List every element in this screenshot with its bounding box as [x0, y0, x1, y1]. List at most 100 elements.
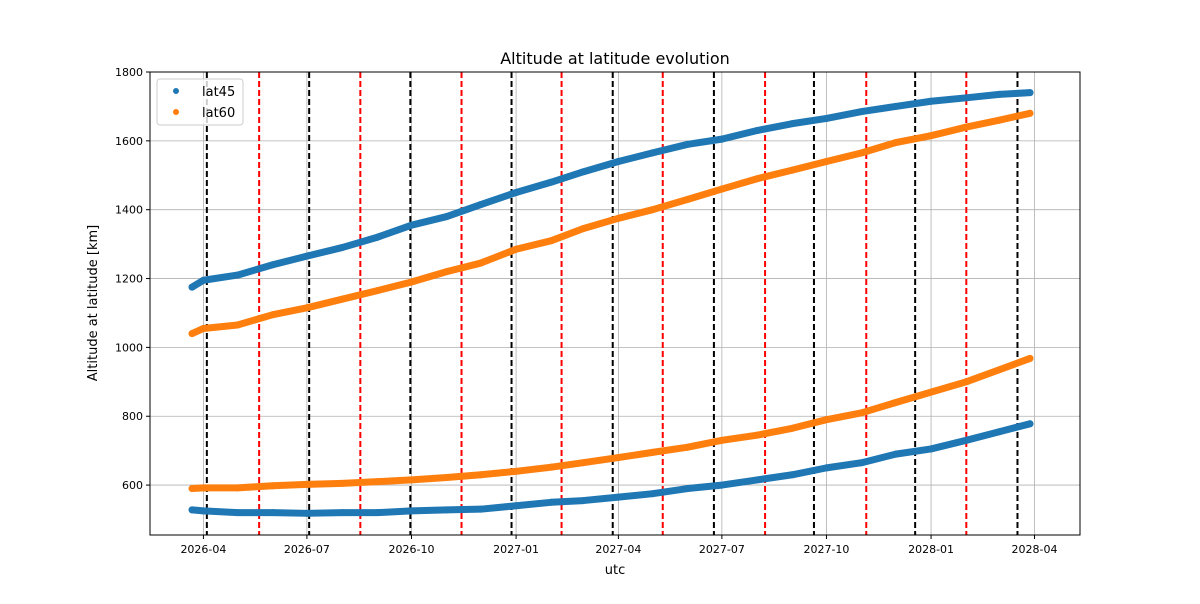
data-point-lat60	[822, 158, 830, 166]
legend: lat45 lat60	[156, 78, 244, 126]
data-point-lat60	[477, 259, 485, 267]
data-point-lat60	[927, 388, 935, 396]
data-point-lat60	[512, 245, 520, 253]
data-point-lat45	[303, 252, 311, 260]
x-tick-label: 2026-10	[389, 543, 435, 556]
data-point-lat45	[443, 213, 451, 221]
data-point-lat45	[477, 201, 485, 209]
x-tick-label: 2027-10	[803, 543, 849, 556]
data-point-lat45	[684, 140, 692, 148]
data-point-lat45	[579, 168, 587, 176]
x-tick-label: 2026-07	[284, 543, 330, 556]
legend-marker-lat60	[173, 109, 179, 115]
data-point-lat45	[547, 178, 555, 186]
data-point-lat45	[788, 120, 796, 128]
data-point-lat45	[892, 102, 900, 110]
series-lat45-trace	[188, 89, 1034, 291]
data-point-lat45	[718, 135, 726, 143]
data-point-lat60	[373, 287, 381, 295]
data-point-lat45	[995, 428, 1003, 436]
data-point-lat60	[188, 330, 196, 338]
data-point-lat60	[477, 471, 485, 479]
y-tick-label: 1200	[115, 273, 143, 286]
chart-title: Altitude at latitude evolution	[500, 49, 730, 68]
data-point-lat45	[303, 509, 311, 517]
data-point-lat60	[822, 416, 830, 424]
series-lat45-trace	[188, 420, 1034, 517]
data-point-lat45	[338, 509, 346, 517]
data-point-lat45	[649, 490, 657, 498]
data-point-lat45	[962, 436, 970, 444]
data-point-lat60	[788, 166, 796, 174]
data-point-lat60	[234, 321, 242, 329]
data-point-lat60	[579, 225, 587, 233]
y-axis-label: Altitude at latitude [km]	[86, 225, 101, 381]
data-point-lat60	[788, 424, 796, 432]
data-point-lat45	[338, 244, 346, 252]
data-point-lat60	[753, 175, 761, 183]
data-point-lat60	[512, 467, 520, 475]
data-point-lat45	[858, 459, 866, 467]
data-point-lat45	[995, 90, 1003, 98]
data-point-lat45	[234, 271, 242, 279]
data-point-lat45	[199, 507, 207, 515]
data-point-lat60	[892, 398, 900, 406]
y-tick-label: 1600	[115, 135, 143, 148]
data-point-lat45	[477, 505, 485, 513]
data-point-lat60	[303, 480, 311, 488]
data-point-lat60	[373, 478, 381, 486]
data-point-lat45	[199, 276, 207, 284]
y-tick-label: 1000	[115, 341, 143, 354]
data-point-lat45	[269, 509, 277, 517]
x-axis-label: utc	[605, 563, 625, 578]
data-point-lat60	[443, 268, 451, 276]
data-point-lat60	[858, 149, 866, 157]
data-point-lat45	[188, 506, 196, 514]
data-point-lat60	[443, 474, 451, 482]
data-point-lat60	[188, 485, 196, 493]
data-point-lat60	[649, 448, 657, 456]
data-point-lat60	[547, 463, 555, 471]
data-point-lat60	[338, 295, 346, 303]
data-point-lat60	[927, 132, 935, 140]
data-point-lat45	[684, 485, 692, 493]
data-point-lat45	[927, 97, 935, 105]
data-point-lat60	[962, 378, 970, 386]
data-point-lat60	[338, 479, 346, 487]
data-point-lat60	[614, 454, 622, 462]
data-point-lat60	[269, 311, 277, 319]
data-point-lat45	[858, 108, 866, 116]
data-point-lat45	[188, 283, 196, 291]
data-point-lat45	[1026, 420, 1034, 428]
data-point-lat60	[579, 459, 587, 467]
series-lat60-trace	[188, 354, 1034, 493]
data-point-lat60	[892, 139, 900, 147]
y-tick-label: 800	[122, 410, 143, 423]
data-point-lat45	[443, 506, 451, 514]
data-point-lat60	[199, 324, 207, 332]
axes-frame	[149, 71, 1081, 536]
legend-label-lat45: lat45	[202, 85, 235, 100]
data-point-lat60	[753, 431, 761, 439]
x-tick-label: 2027-01	[493, 543, 539, 556]
data-point-lat60	[995, 116, 1003, 124]
data-point-lat45	[753, 476, 761, 484]
data-point-lat45	[407, 221, 415, 229]
data-point-lat60	[303, 304, 311, 312]
data-point-lat45	[788, 471, 796, 479]
data-point-lat45	[753, 127, 761, 135]
data-point-lat45	[512, 188, 520, 196]
data-point-lat60	[614, 214, 622, 222]
data-point-lat45	[1026, 89, 1034, 97]
data-point-lat60	[684, 443, 692, 451]
data-point-lat60	[269, 482, 277, 490]
data-point-lat60	[995, 366, 1003, 374]
data-point-lat45	[512, 502, 520, 510]
data-point-lat60	[199, 484, 207, 492]
data-point-lat60	[1026, 109, 1034, 117]
data-point-lat45	[822, 464, 830, 472]
data-point-lat45	[927, 445, 935, 453]
data-point-lat60	[962, 123, 970, 131]
x-tick-label: 2028-04	[1012, 543, 1058, 556]
